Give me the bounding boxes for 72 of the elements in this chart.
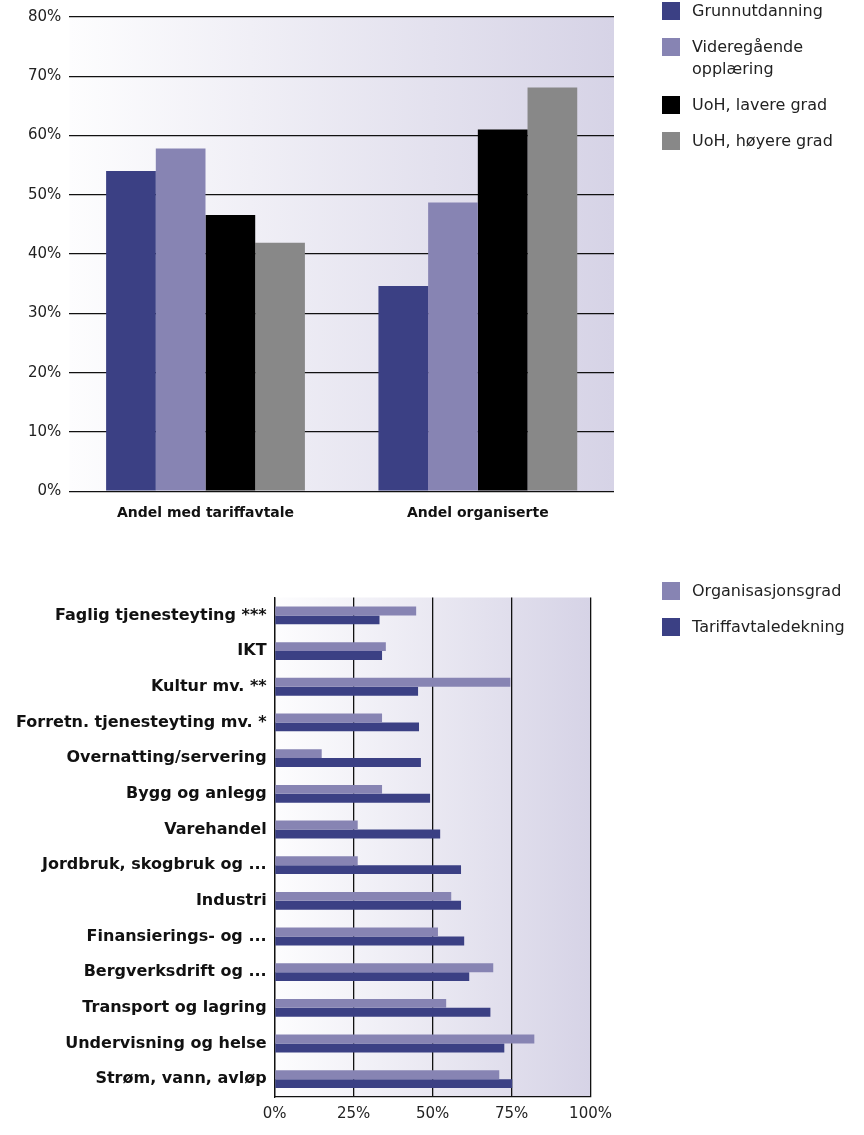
y-tick-label: Strøm, vann, avløp [95, 1068, 267, 1088]
bar [275, 963, 494, 973]
bar [477, 129, 528, 491]
bar [275, 891, 452, 901]
bar [155, 148, 206, 491]
bar [275, 749, 322, 759]
legend-label: Organisasjonsgrad [692, 580, 842, 602]
y-tick-label: 50% [28, 184, 62, 203]
x-tick-label: 100% [569, 1103, 612, 1122]
x-tick-label: Andel organiserte [407, 504, 549, 521]
legend-label: UoH, høyere grad [692, 130, 833, 152]
y-tick-label: Bygg og anlegg [126, 782, 267, 802]
bar [275, 998, 447, 1008]
y-tick-label: Forretn. tjenesteyting mv. * [15, 711, 268, 731]
bar [275, 820, 358, 830]
bar [275, 615, 380, 625]
bar [275, 1007, 491, 1017]
y-tick-label: Varehandel [164, 818, 267, 838]
y-tick-label: Bergverksdrift og ... [83, 961, 267, 981]
bar [275, 758, 421, 768]
y-tick-label: Overnatting/servering [66, 747, 267, 767]
legend-label: Videregående opplæring [692, 36, 805, 80]
bar [106, 171, 156, 491]
y-tick-label: 10% [28, 421, 62, 440]
bar [275, 927, 438, 937]
bar [378, 286, 429, 491]
legend-label: Grunnutdanning [692, 0, 823, 22]
bar [275, 686, 419, 696]
bar [275, 972, 470, 982]
bar [527, 87, 578, 491]
bar [275, 793, 431, 803]
y-tick-label: 30% [28, 303, 62, 322]
x-tick-label: 50% [415, 1103, 450, 1122]
bar [275, 784, 383, 794]
bar [275, 865, 462, 875]
y-tick-label: 60% [28, 125, 62, 144]
legend-label: Tariffavtaledekning [692, 616, 845, 638]
bar [275, 856, 358, 866]
bar [275, 1070, 500, 1080]
y-tick-label: Kultur mv. ** [150, 675, 268, 695]
y-tick-label: Jordbruk, skogbruk og ... [40, 854, 267, 874]
bar [275, 1043, 505, 1053]
bar [275, 642, 386, 652]
y-tick-label: 70% [28, 66, 62, 85]
bar [428, 202, 478, 491]
y-tick-label: 0% [37, 481, 62, 500]
y-tick-label: Industri [195, 889, 267, 909]
bar [275, 713, 383, 723]
bar [275, 677, 511, 687]
bar [275, 651, 383, 661]
y-tick-label: Undervisning og helse [65, 1032, 267, 1052]
y-tick-label: 80% [28, 6, 62, 25]
y-tick-label: Faglig tjenesteyting *** [55, 604, 268, 624]
bar [275, 722, 420, 732]
x-tick-label: Andel med tariffavtale [116, 504, 295, 521]
y-tick-label: 40% [28, 243, 62, 262]
bar [275, 936, 465, 946]
bar [255, 242, 305, 491]
y-tick-label: IKT [237, 640, 267, 660]
legend-label: UoH, lavere grad [692, 94, 828, 116]
bar [205, 214, 256, 491]
bar [275, 606, 417, 616]
x-tick-label: 0% [262, 1103, 287, 1122]
y-tick-label: 20% [28, 362, 62, 381]
bar [275, 1079, 513, 1089]
y-tick-label: Transport og lagring [82, 996, 267, 1016]
bar [275, 829, 441, 839]
y-tick-label: Finansierings- og ... [86, 925, 267, 945]
bar [275, 900, 462, 910]
bar [275, 1034, 535, 1044]
x-tick-label: 25% [336, 1103, 371, 1122]
x-tick-label: 75% [494, 1103, 529, 1122]
